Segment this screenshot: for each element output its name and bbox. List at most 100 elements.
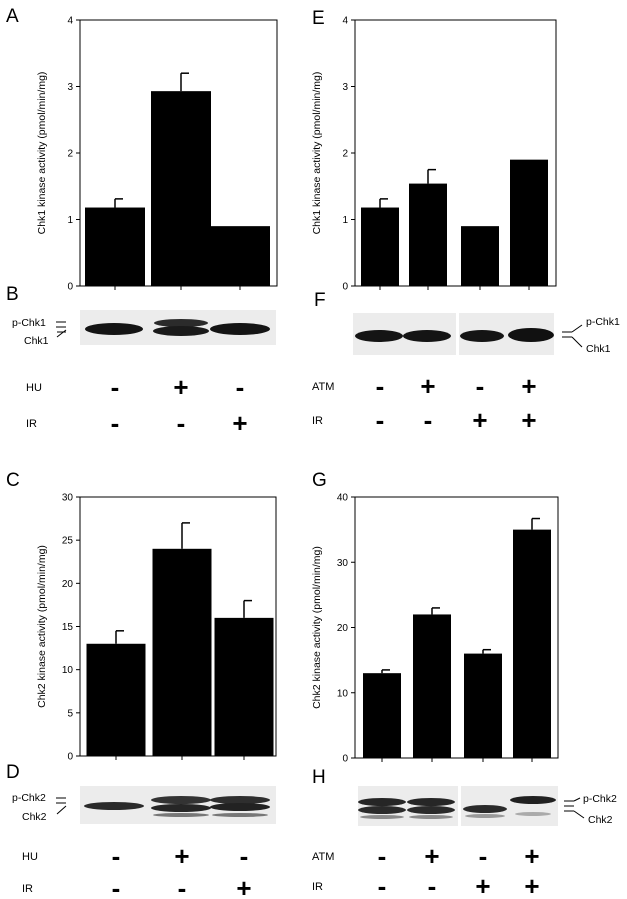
blot-h-membrane-left [358, 786, 458, 826]
blot-h-band-lane3-lower [465, 814, 505, 818]
treatments-c-row-1-sign-3: - [240, 841, 249, 871]
treatments-c-row-2-sign-1: - [112, 873, 121, 899]
treatments-g-row-2-sign-1: - [378, 871, 387, 899]
blot-h-band-lane1 [358, 806, 406, 814]
treatments-g-row-1-name: ATM [312, 851, 334, 863]
chart-a-ytick-label-3: 3 [67, 82, 73, 93]
blot-d-label-phospho: p-Chk2 [12, 792, 46, 804]
treatments-e-row-1-sign-4: + [521, 371, 536, 401]
chart-a-ylabel: Chk1 kinase activity (pmol/min/mg) [36, 72, 48, 235]
treatments-a-row-1-sign-3: - [236, 372, 245, 402]
blot-d-band-lane3 [210, 803, 270, 811]
blot-h-label-total: Chk2 [588, 814, 613, 826]
blot-h-band-lane2-lower [409, 815, 453, 819]
chart-g: 0 10 20 30 40 Chk2 kinase activity (pmol/min/… [311, 493, 559, 765]
treatments-a-row-1-sign-1: - [111, 372, 120, 402]
chart-g-ytick-label-0: 0 [342, 754, 348, 765]
treatments-a-row-2-sign-2: - [177, 408, 186, 438]
chart-c-bar-2 [152, 548, 212, 756]
blot-f-label-total: Chk1 [586, 343, 611, 355]
treatments-c-row-1-sign-1: - [112, 841, 121, 871]
blot-d-band-lane3-lower [212, 813, 268, 817]
chart-g-ytick-label-4: 40 [337, 493, 349, 504]
blot-d-bracket [56, 797, 67, 815]
blot-d-band-lane2-lower [153, 813, 209, 817]
blot-d: p-Chk2 Chk2 [12, 786, 276, 824]
blot-f-label-phospho: p-Chk1 [586, 316, 620, 328]
treatments-a-row-2-name: IR [26, 418, 37, 430]
treatments-a-row-2-sign-3: + [232, 408, 247, 438]
chart-e-bar-2 [409, 183, 447, 286]
chart-g-ytick-label-2: 20 [337, 623, 349, 634]
chart-c: 0 5 10 15 20 25 30 Chk2 kinase activity (pmol/m… [36, 493, 277, 763]
chart-c-ytick-label-3: 15 [62, 622, 74, 633]
chart-a-ytick-label-1: 1 [67, 215, 73, 226]
chart-c-bar-1 [86, 643, 146, 756]
blot-f-band-lane3 [460, 330, 504, 342]
treatments-g-row-1-sign-2: + [424, 841, 439, 871]
blot-f-band-lane4 [508, 328, 554, 342]
blot-d-band-lane2-phospho [151, 796, 211, 804]
chart-g-bar-3 [464, 653, 502, 758]
chart-a: 0 1 2 3 4 Chk1 kinase activity (pmol/min/mg) [36, 16, 278, 293]
chart-a-ytick-label-4: 4 [67, 16, 73, 27]
treatments-g-row-2-name: IR [312, 881, 323, 893]
chart-a-ytick-label-0: 0 [67, 282, 73, 293]
blot-d-band-lane2 [151, 804, 211, 812]
treatments-e: ATM - + - + IR - - + + [312, 371, 537, 435]
chart-e-ytick-label-4: 4 [342, 16, 348, 27]
blot-d-label-total: Chk2 [22, 811, 47, 823]
treatments-e-row-2-sign-4: + [521, 405, 536, 435]
chart-c-ylabel: Chk2 kinase activity (pmol/min/mg) [36, 545, 48, 708]
chart-g-bar-1 [363, 673, 401, 758]
panel-label-g: G [312, 470, 327, 491]
chart-c-ytick-label-1: 5 [67, 708, 73, 719]
treatments-g-row-2-sign-2: - [428, 871, 437, 899]
panel-label-d: D [6, 762, 20, 783]
treatments-c-row-2-sign-2: - [178, 873, 187, 899]
panel-label-f: F [314, 290, 326, 311]
chart-e-ytick-label-1: 1 [342, 215, 348, 226]
blot-h-band-lane2-phospho [407, 798, 455, 806]
blot-f: p-Chk1 Chk1 [353, 313, 620, 355]
blot-h-band-lane1-phospho [358, 798, 406, 806]
chart-c-ytick-label-0: 0 [67, 752, 73, 763]
blot-b: p-Chk1 Chk1 [12, 310, 276, 347]
blot-b-band-lane1 [85, 323, 143, 335]
chart-a-bar-1 [85, 207, 145, 286]
chart-e-bar-1 [361, 207, 399, 286]
blot-b-label-phospho: p-Chk1 [12, 317, 46, 329]
treatments-e-row-1-name: ATM [312, 381, 334, 393]
treatments-a: HU - + - IR - - + [26, 372, 248, 438]
blot-b-band-lane3 [210, 323, 270, 335]
treatments-e-row-1-sign-1: - [376, 371, 385, 401]
panel-label-e: E [312, 8, 325, 29]
treatments-c-row-2-name: IR [22, 883, 33, 895]
chart-c-ytick-label-5: 25 [62, 536, 74, 547]
chart-a-bar-2 [151, 91, 211, 286]
panel-label-a: A [6, 6, 19, 27]
chart-g-bar-4 [513, 529, 551, 758]
blot-h-band-lane1-lower [360, 815, 404, 819]
blot-h-bracket [564, 797, 585, 819]
chart-e-ytick-label-2: 2 [342, 149, 348, 160]
chart-c-ytick-label-6: 30 [62, 493, 74, 504]
treatments-g-row-2-sign-4: + [524, 871, 539, 899]
treatments-c-row-1-sign-2: + [174, 841, 189, 871]
blot-d-band-lane1 [84, 802, 144, 810]
chart-g-ylabel: Chk2 kinase activity (pmol/min/mg) [311, 546, 323, 709]
treatments-c-row-2-sign-3: + [236, 873, 251, 899]
chart-g-bar-2 [413, 614, 451, 758]
chart-e-ytick-label-3: 3 [342, 82, 348, 93]
chart-g-ytick-label-3: 30 [337, 558, 349, 569]
chart-e: 0 1 2 3 4 Chk1 kinase activity (pmol/min/mg) [311, 16, 557, 293]
chart-a-bar-3 [210, 226, 270, 286]
panel-label-h: H [312, 767, 326, 788]
blot-b-bracket [56, 321, 67, 338]
treatments-e-row-1-sign-3: - [476, 371, 485, 401]
chart-e-bar-4 [510, 159, 548, 286]
blot-h-band-lane4-phospho [510, 796, 556, 804]
chart-e-ytick-label-0: 0 [342, 282, 348, 293]
chart-c-bar-3 [214, 617, 274, 756]
